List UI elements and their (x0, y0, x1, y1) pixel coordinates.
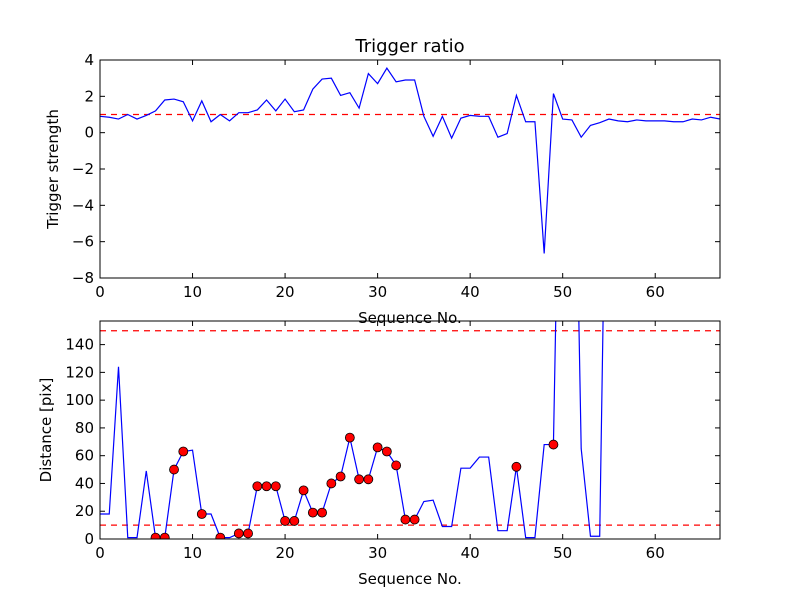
y-tick-label: 0 (84, 124, 94, 142)
x-tick-label: 30 (368, 544, 387, 562)
y-tick-label: 0 (84, 530, 94, 548)
y-tick-label: 80 (75, 419, 94, 437)
data-point-marker (261, 481, 272, 492)
x-tick-label: 50 (553, 544, 572, 562)
data-point-marker (196, 509, 207, 519)
data-point-marker (159, 532, 170, 539)
data-point-marker (335, 471, 346, 482)
x-tick-label: 60 (646, 544, 665, 562)
data-point-marker (169, 464, 179, 475)
data-point-marker (354, 474, 365, 485)
y-tick-label: 120 (65, 363, 94, 381)
data-point-marker (252, 481, 263, 492)
marker-group (150, 432, 559, 539)
tick-group: 0 10 20 30 40 50 60 −8 −6 −4 −2 0 2 4 (72, 51, 720, 301)
x-tick-label: 0 (95, 283, 105, 301)
y-tick-label: 40 (75, 474, 94, 492)
data-point-marker (381, 446, 392, 457)
data-point-marker (511, 461, 522, 472)
data-point-marker (307, 507, 318, 518)
y-tick-label: 140 (65, 336, 94, 354)
x-tick-label: 60 (646, 283, 665, 301)
plot-frame (99, 320, 721, 540)
data-point-marker (326, 478, 337, 489)
data-point-marker (243, 528, 253, 539)
data-point-marker (372, 442, 383, 453)
data-point-marker (363, 474, 374, 485)
y-tick-label: 100 (65, 391, 94, 409)
x-tick-label: 10 (183, 283, 202, 301)
series-group (100, 67, 720, 254)
y-tick-label: −6 (72, 233, 94, 251)
series-group (100, 321, 604, 539)
y-tick-label: 2 (84, 87, 94, 105)
x-tick-label: 50 (553, 283, 572, 301)
tick-group: 0 10 20 30 40 50 60 0 20 40 60 80 100 120 140 (65, 321, 720, 562)
y-tick-label: −2 (72, 160, 94, 178)
chart-title: Trigger ratio (354, 36, 464, 57)
y-tick-label: −4 (72, 196, 94, 214)
series-line (100, 67, 720, 254)
data-point-marker (270, 481, 281, 492)
data-point-marker (150, 532, 161, 539)
y-axis-label: Distance [pix] (37, 378, 55, 483)
y-tick-label: 4 (84, 51, 94, 69)
x-tick-label: 40 (461, 544, 480, 562)
data-point-marker (280, 516, 290, 526)
data-point-marker (215, 532, 226, 539)
series-line (100, 321, 604, 539)
y-axis-label: Trigger strength (44, 109, 62, 230)
x-axis-label: Sequence No. (358, 309, 462, 327)
x-tick-label: 20 (276, 544, 295, 562)
data-point-marker (400, 514, 411, 525)
data-point-marker (317, 507, 327, 518)
y-tick-label: 20 (75, 502, 94, 520)
x-tick-label: 10 (183, 544, 202, 562)
y-tick-label: 60 (75, 447, 94, 465)
y-tick-label: −8 (72, 269, 94, 287)
x-tick-label: 0 (95, 544, 105, 562)
data-point-marker (344, 432, 355, 443)
data-point-marker (409, 514, 420, 525)
trigger-ratio-chart: Trigger ratio Trigger strength Sequence … (44, 36, 721, 327)
data-point-marker (178, 446, 189, 457)
threshold-group (100, 330, 720, 526)
x-tick-label: 30 (368, 283, 387, 301)
distance-chart: Distance [pix] Sequence No. 0 10 20 30 40 50 6… (37, 320, 721, 588)
x-tick-label: 20 (276, 283, 295, 301)
data-point-marker (298, 485, 309, 496)
data-point-marker (391, 460, 402, 471)
data-point-marker (289, 516, 300, 526)
x-axis-label: Sequence No. (358, 570, 462, 588)
plot-frame (99, 59, 721, 279)
data-point-marker (548, 439, 559, 450)
x-tick-label: 40 (461, 283, 480, 301)
data-point-marker (233, 528, 244, 539)
